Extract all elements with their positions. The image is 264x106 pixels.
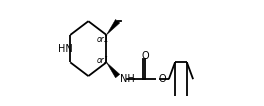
Text: HN: HN — [58, 44, 73, 54]
Polygon shape — [106, 20, 120, 35]
Polygon shape — [106, 62, 120, 78]
Text: O: O — [141, 51, 149, 61]
Text: O: O — [158, 74, 166, 84]
Text: or1: or1 — [96, 56, 109, 65]
Text: NH: NH — [120, 74, 135, 84]
Text: or1: or1 — [96, 35, 109, 44]
